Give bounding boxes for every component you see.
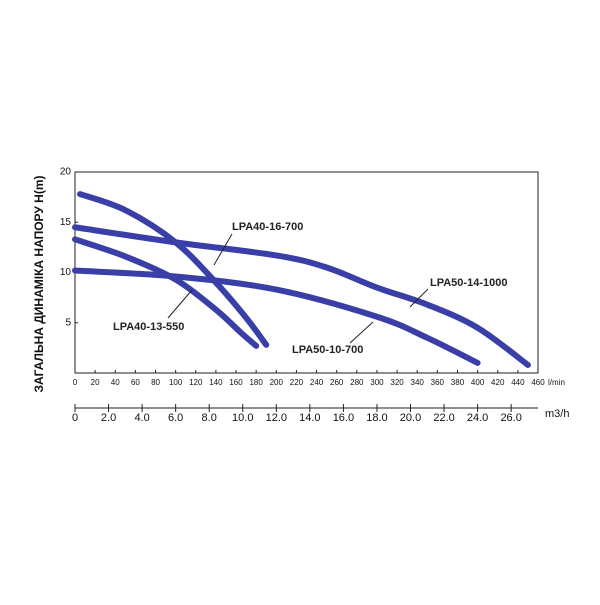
y-axis-label: ЗАГАЛЬНА ДИНАМІКА НАПОРУ H(m) xyxy=(32,175,46,392)
pump-curve xyxy=(77,191,270,348)
x-tick-label: 300 xyxy=(370,378,384,387)
x-tick-label: 420 xyxy=(491,378,505,387)
x-tick-label: 380 xyxy=(451,378,465,387)
x-tick-label: 460 xyxy=(531,378,545,387)
x2-tick-label: 14.0 xyxy=(299,412,320,424)
series-annotation: LPA40-13-550 xyxy=(113,321,184,333)
x-tick-label: 120 xyxy=(189,378,203,387)
x2-tick-label: 0 xyxy=(72,412,78,424)
annotation-leader xyxy=(409,288,429,308)
x2-tick-label: 10.0 xyxy=(232,412,253,424)
x-tick-label: 0 xyxy=(73,378,78,387)
x2-tick-label: 22.0 xyxy=(433,412,454,424)
x-tick-label: 220 xyxy=(290,378,304,387)
x-tick-label: 200 xyxy=(270,378,284,387)
annotations: LPA40-16-700 LPA40-13-550 LPA50-14-1000 … xyxy=(113,221,507,356)
x-tick-label: 360 xyxy=(431,378,445,387)
x2-tick-label: 6.0 xyxy=(168,412,183,424)
x-tick-label: 320 xyxy=(390,378,404,387)
x2-tick-label: 2.0 xyxy=(101,412,116,424)
x2-tick-label: 8.0 xyxy=(202,412,217,424)
x-tick-label: 20 xyxy=(91,378,100,387)
x-tick-label: 260 xyxy=(330,378,344,387)
annotation-leader xyxy=(349,321,374,344)
y-tick-label: 10 xyxy=(60,267,72,278)
x2-tick-label: 16.0 xyxy=(333,412,354,424)
x-tick-label: 240 xyxy=(310,378,324,387)
x2-axis-unit: m3/h xyxy=(545,408,569,420)
x-tick-label: 340 xyxy=(411,378,425,387)
series-annotation: LPA50-14-1000 xyxy=(430,277,507,289)
x-tick-label: 160 xyxy=(229,378,243,387)
x2-tick-label: 4.0 xyxy=(134,412,149,424)
annotation-leader xyxy=(167,289,193,319)
pump-curve xyxy=(72,267,481,366)
x-tick-label: 40 xyxy=(111,378,120,387)
y-tick-label: 15 xyxy=(60,217,72,228)
y-tick-label: 20 xyxy=(60,167,72,178)
series-annotation: LPA40-16-700 xyxy=(232,221,303,233)
x2-tick-label: 26.0 xyxy=(500,412,521,424)
series-annotation: LPA50-10-700 xyxy=(292,344,363,356)
x-tick-label: 60 xyxy=(131,378,140,387)
x-tick-label: 180 xyxy=(249,378,263,387)
x2-tick-label: 20.0 xyxy=(400,412,421,424)
x2-tick-label: 18.0 xyxy=(366,412,387,424)
x-tick-label: 440 xyxy=(511,378,525,387)
x-tick-label: 100 xyxy=(169,378,183,387)
y-tick-label: 5 xyxy=(65,317,71,328)
pump-curve xyxy=(72,224,531,368)
annotation-leader xyxy=(213,233,233,266)
x-axis-unit: l/min xyxy=(548,378,565,387)
x-tick-label: 280 xyxy=(350,378,364,387)
x-tick-label: 140 xyxy=(209,378,223,387)
x2-tick-label: 12.0 xyxy=(266,412,287,424)
x-tick-label: 400 xyxy=(471,378,485,387)
x-tick-label: 80 xyxy=(151,378,160,387)
pump-curve xyxy=(72,236,260,349)
x2-tick-label: 24.0 xyxy=(467,412,488,424)
